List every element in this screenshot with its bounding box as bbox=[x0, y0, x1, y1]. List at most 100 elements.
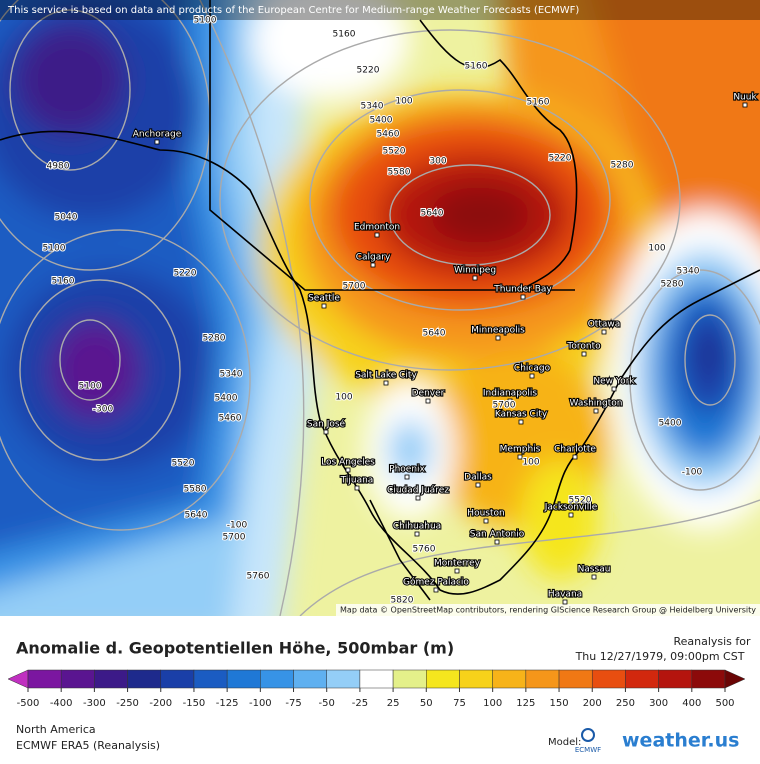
city-label: Nassau bbox=[578, 565, 611, 575]
city-marker bbox=[383, 380, 389, 386]
contour-label: 5580 bbox=[388, 168, 411, 178]
city-label: Phoenix bbox=[389, 465, 425, 475]
city-marker bbox=[562, 599, 568, 605]
city-label: New York bbox=[593, 377, 635, 387]
city-marker bbox=[475, 482, 481, 488]
city-label: Nuuk bbox=[733, 93, 757, 103]
contour-label: 5280 bbox=[661, 280, 684, 290]
colorbar-bin bbox=[658, 669, 693, 689]
contour-label: 5820 bbox=[391, 596, 414, 606]
contour-label: 5100 bbox=[43, 244, 66, 254]
contour-label: 100 bbox=[395, 97, 412, 107]
city-label: Kansas City bbox=[495, 410, 548, 420]
city-marker bbox=[345, 467, 351, 473]
colorbar-bin bbox=[160, 669, 195, 689]
colorbar-bin bbox=[260, 669, 294, 689]
city-marker bbox=[374, 232, 380, 238]
contour-label: 5340 bbox=[220, 370, 243, 380]
contour-label: 5640 bbox=[421, 209, 444, 219]
colorbar-bin bbox=[60, 669, 95, 689]
colorbar-tick-label: 100 bbox=[483, 698, 502, 709]
city-marker bbox=[529, 373, 535, 379]
city-label: Salt Lake City bbox=[355, 371, 417, 381]
colorbar-bin bbox=[326, 669, 361, 689]
city-label: Chicago bbox=[514, 364, 551, 374]
colorbar-tick-label: 300 bbox=[649, 698, 668, 709]
city-marker bbox=[517, 454, 523, 460]
colorbar-arrow-low bbox=[7, 669, 29, 689]
run-label: Reanalysis for bbox=[673, 635, 751, 648]
city-marker bbox=[568, 512, 574, 518]
contour-label: -100 bbox=[227, 521, 248, 531]
contour-label: 5520 bbox=[569, 496, 592, 506]
attribution-bar bbox=[336, 604, 760, 616]
city-label: Gómez Palacio bbox=[403, 577, 469, 588]
colorbar-tick-label: -100 bbox=[249, 698, 272, 709]
contour-label: 5040 bbox=[55, 213, 78, 223]
contour-label: -300 bbox=[93, 405, 114, 415]
ecmwf-icon bbox=[581, 728, 595, 742]
city-marker bbox=[472, 275, 478, 281]
city-label: Chihuahua bbox=[393, 522, 441, 532]
city-marker bbox=[742, 102, 748, 108]
contour-label: 5520 bbox=[172, 459, 195, 469]
ecmwf-logo: ECMWF bbox=[575, 746, 601, 754]
colorbar-tick-label: -50 bbox=[319, 698, 335, 709]
city-label: Indianapolis bbox=[483, 389, 538, 399]
city-label: Havana bbox=[548, 590, 582, 600]
city-marker bbox=[454, 568, 460, 574]
contour-label: 5520 bbox=[383, 147, 406, 157]
contour-label: 100 bbox=[335, 393, 352, 403]
colorbar-tick-label: -150 bbox=[183, 698, 206, 709]
contour-label: 5580 bbox=[184, 485, 207, 495]
map bbox=[0, 0, 760, 616]
colorbar-tick-label: 500 bbox=[715, 698, 734, 709]
city-label: Edmonton bbox=[354, 223, 400, 233]
city-label: Dallas bbox=[464, 473, 492, 483]
contour-label: 5280 bbox=[203, 334, 226, 344]
city-label: Jacksonville bbox=[544, 503, 598, 513]
contour-label: 5220 bbox=[174, 269, 197, 279]
colorbar-tick-label: 125 bbox=[516, 698, 535, 709]
city-marker bbox=[323, 429, 329, 435]
contour-lines bbox=[0, 0, 760, 616]
city-label: Seattle bbox=[308, 294, 340, 304]
city-label: Anchorage bbox=[133, 130, 182, 140]
contour-label: 5220 bbox=[549, 154, 572, 164]
city-marker bbox=[593, 408, 599, 414]
colorbar-tick-label: 50 bbox=[420, 698, 433, 709]
city-marker bbox=[321, 303, 327, 309]
colorbar-tick-label: -200 bbox=[149, 698, 172, 709]
city-marker bbox=[370, 262, 376, 268]
contour-label: 5460 bbox=[377, 130, 400, 140]
city-label: Memphis bbox=[500, 445, 541, 455]
contour-label: 100 bbox=[522, 458, 539, 468]
colorbar-tick-label: -250 bbox=[116, 698, 139, 709]
colorbar-bin bbox=[127, 669, 162, 689]
city-marker bbox=[495, 335, 501, 341]
city-label: Washington bbox=[570, 399, 623, 409]
contour-label: 5700 bbox=[493, 401, 516, 411]
colorbar-bin bbox=[459, 669, 493, 689]
colorbar-arrow-high bbox=[724, 669, 746, 689]
city-marker bbox=[414, 531, 420, 537]
contour-label: 5640 bbox=[185, 511, 208, 521]
contour-label: 5160 bbox=[52, 277, 75, 287]
contour-label: 5700 bbox=[343, 282, 366, 292]
colorbar: -500 -400 -300 -250 -200 -150 -125 -100 -75 -50 -2… bbox=[7, 669, 746, 709]
run-time: Thu 12/27/1979, 09:00pm CST bbox=[575, 650, 745, 663]
contour-label: 5700 bbox=[223, 533, 246, 543]
colorbar-bin bbox=[293, 669, 327, 689]
city-marker bbox=[507, 398, 513, 404]
city-marker bbox=[518, 419, 524, 425]
city-label: Charlotte bbox=[554, 445, 596, 455]
colorbar-bin bbox=[359, 669, 394, 689]
contour-label: 5160 bbox=[527, 98, 550, 108]
colorbar-tick-label: 75 bbox=[453, 698, 466, 709]
contour-label: 5760 bbox=[413, 545, 436, 555]
attribution: Map data © OpenStreetMap contributors, r… bbox=[340, 606, 756, 615]
contour-label: 5160 bbox=[333, 30, 356, 40]
contour-label: 5400 bbox=[370, 116, 393, 126]
model-name: ECMWF ERA5 (Reanalysis) bbox=[16, 739, 160, 752]
